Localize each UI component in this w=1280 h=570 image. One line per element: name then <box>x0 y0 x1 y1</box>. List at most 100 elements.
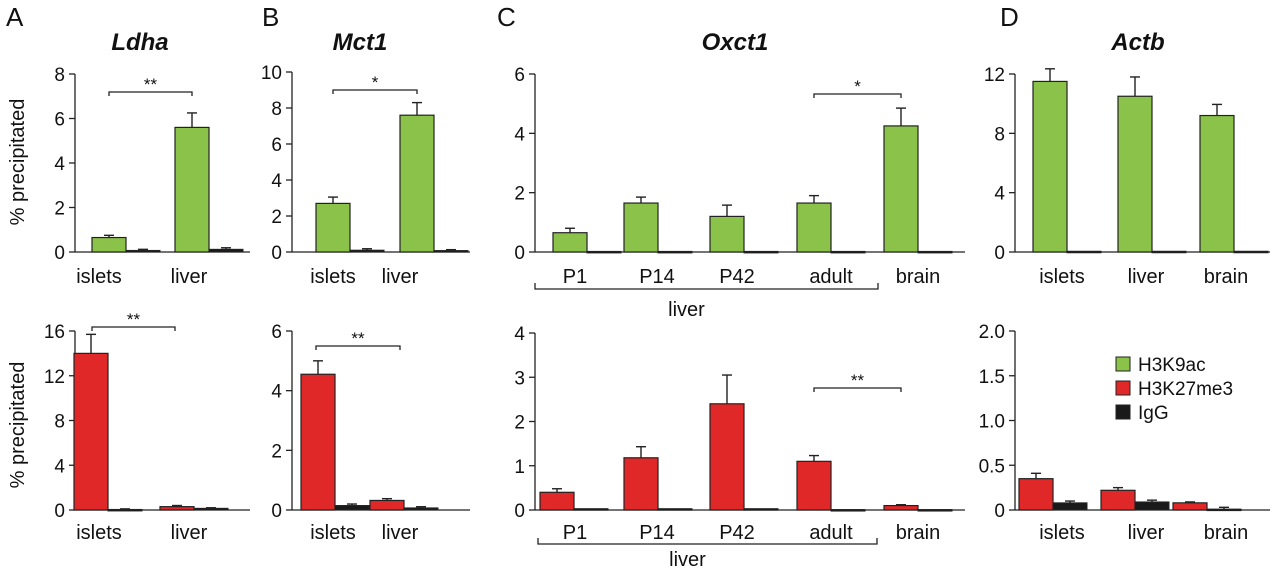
bar-h3k9ac-liver <box>1117 95 1153 253</box>
bar-igg-islets <box>125 249 161 253</box>
panel-title-actb: Actb <box>1110 29 1164 56</box>
bar-h3k27me3-brain <box>1172 502 1208 511</box>
y-tick-label: 2 <box>271 441 282 462</box>
x-category-label: P14 <box>639 522 675 544</box>
x-category-label: liver <box>382 522 419 544</box>
y-tick-label: 6 <box>514 65 525 86</box>
y-tick-label: 3 <box>514 368 525 389</box>
significance-bracket <box>813 93 902 98</box>
x-category-label: islets <box>1039 522 1085 544</box>
y-tick-label: 1.0 <box>979 412 1005 433</box>
y-tick-label: 16 <box>44 322 65 343</box>
chart-c-top: 0 2 4 6 P1 P14 P42 adult brain liver * <box>514 65 965 321</box>
legend-label-igg: IgG <box>1138 403 1169 424</box>
legend-label-h3k27me3: H3K27me3 <box>1138 379 1233 400</box>
panel-title-oxct1: Oxct1 <box>702 29 769 56</box>
significance-label: * <box>854 77 861 96</box>
panel-letter-d: D <box>1000 2 1019 32</box>
bar-h3k27me3-islets <box>1018 478 1054 511</box>
bar-igg-p14 <box>657 250 693 254</box>
bar-igg-brain <box>917 250 953 254</box>
legend-swatch-igg <box>1115 404 1131 420</box>
x-category-label: P42 <box>719 522 755 544</box>
x-category-label: brain <box>1204 266 1248 288</box>
legend-swatch-h3k27me3 <box>1115 380 1131 396</box>
x-category-label: islets <box>76 522 122 544</box>
bar-igg-islets <box>1066 250 1102 254</box>
x-category-label: liver <box>382 266 419 288</box>
bar-igg-islets <box>349 249 385 253</box>
x-category-label: liver <box>1128 522 1165 544</box>
x-category-label: liver <box>1128 266 1165 288</box>
x-category-label: liver <box>171 266 208 288</box>
significance-label: ** <box>351 329 365 348</box>
y-tick-label: 0 <box>994 243 1005 264</box>
chart-c-bot: 0 1 2 3 4 P1 P14 P42 adult brain liver ** <box>514 324 965 570</box>
chart-a-bot: 0 4 8 12 16 islets liver ** <box>44 310 250 544</box>
chart-b-top: 0 2 4 6 8 10 islets liver * <box>261 63 470 288</box>
y-tick-label: 8 <box>54 65 65 86</box>
bar-h3k9ac-liver <box>399 114 435 253</box>
y-tick-label: 8 <box>994 124 1005 145</box>
x-category-label: islets <box>310 522 356 544</box>
significance-bracket <box>108 91 193 96</box>
y-tick-label: 6 <box>54 110 65 131</box>
significance-label: ** <box>851 371 865 390</box>
y-tick-label: 1 <box>514 457 525 478</box>
y-tick-label: 4 <box>54 154 65 175</box>
bar-h3k9ac-islets <box>1032 80 1068 253</box>
y-tick-label: 0 <box>54 501 65 522</box>
x-category-label: P1 <box>563 522 587 544</box>
y-tick-label: 10 <box>261 63 282 84</box>
panel-title-ldha: Ldha <box>111 29 168 56</box>
chart-b-bot: 0 2 4 6 islets liver ** <box>271 322 470 544</box>
y-tick-label: 8 <box>271 99 282 120</box>
bar-igg-brain <box>1206 508 1242 512</box>
group-label: liver <box>668 299 705 321</box>
bar-igg-islets <box>1052 502 1088 511</box>
bar-igg-liver <box>403 507 439 511</box>
x-category-label: P14 <box>639 266 675 288</box>
bar-h3k27me3-liver <box>1100 489 1136 511</box>
y-tick-label: 2 <box>271 207 282 228</box>
significance-label: * <box>372 73 379 92</box>
x-category-label: islets <box>310 266 356 288</box>
bar-igg-brain <box>1233 250 1269 254</box>
bar-h3k27me3-islets <box>300 373 336 511</box>
legend-label-h3k9ac: H3K9ac <box>1138 355 1206 376</box>
bar-igg-adult <box>830 250 866 254</box>
y-tick-label: 0 <box>271 501 282 522</box>
y-tick-label: 8 <box>54 412 65 433</box>
bar-h3k9ac-islets <box>91 236 127 253</box>
bar-igg-p42 <box>743 250 779 254</box>
bar-igg-p1 <box>586 250 622 254</box>
bar-h3k27me3-liver <box>369 499 405 511</box>
bar-igg-liver <box>208 248 244 253</box>
bar-h3k27me3-p14 <box>623 457 659 511</box>
bar-igg-adult <box>830 509 866 512</box>
group-bracket <box>537 538 878 545</box>
chart-a-top: 0 2 4 6 8 islets liver ** <box>54 65 250 288</box>
y-tick-label: 0 <box>994 501 1005 522</box>
panel-letter-a: A <box>6 2 24 32</box>
panel-title-mct1: Mct1 <box>333 29 388 56</box>
panel-letter-c: C <box>497 2 516 32</box>
y-tick-label: 0 <box>271 243 282 264</box>
x-category-label: P1 <box>563 266 587 288</box>
bar-h3k27me3-p1 <box>539 491 575 511</box>
bar-h3k9ac-p42 <box>709 215 745 253</box>
legend-swatch-h3k9ac <box>1115 356 1131 372</box>
significance-bracket <box>813 387 902 392</box>
y-tick-label: 6 <box>271 135 282 156</box>
bar-igg-liver <box>1134 501 1170 511</box>
x-category-label: brain <box>1204 522 1248 544</box>
bar-igg-p1 <box>573 508 609 511</box>
y-tick-label: 1.5 <box>979 367 1005 388</box>
x-category-label: P42 <box>719 266 755 288</box>
bar-h3k27me3-p42 <box>709 403 745 511</box>
bar-igg-islets <box>107 508 143 512</box>
y-axis-label-bottom: % precipitated <box>7 362 29 489</box>
x-category-label: islets <box>1039 266 1085 288</box>
bar-igg-liver <box>193 507 229 511</box>
